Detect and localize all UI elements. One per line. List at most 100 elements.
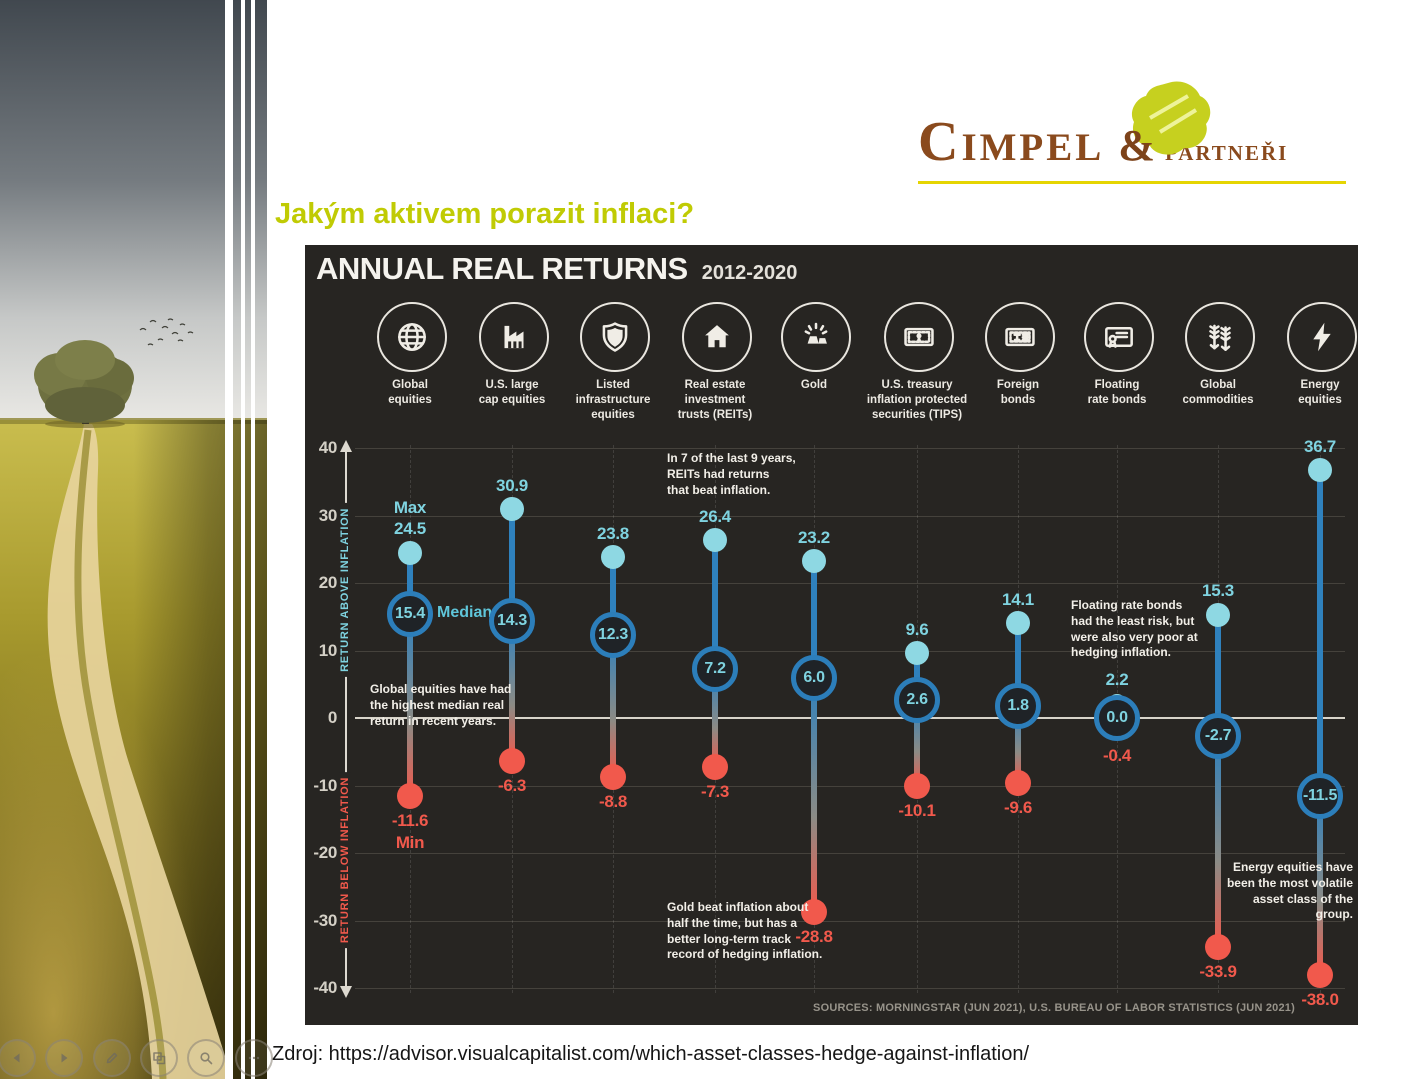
zoom-slide-button[interactable] — [187, 1039, 225, 1077]
median-circle-real-estate-investment-trusts-reits: 7.2 — [692, 646, 738, 693]
median-circle-listed-infrastructure-equities: 12.3 — [590, 611, 636, 658]
next-slide-button[interactable] — [45, 1039, 83, 1077]
min-value-global-commodities: -33.9 — [1199, 961, 1237, 981]
axis-label-below-inflation: RETURN BELOW INFLATION — [339, 772, 351, 949]
asset-label-global-equities: Global equities — [388, 379, 432, 406]
min-value-global-equities: -11.6 Min — [391, 811, 429, 852]
gridline--30 — [355, 920, 1345, 922]
shield-icon — [602, 322, 628, 352]
y-tick-label: -10 — [313, 775, 337, 795]
logo-word-cimpel: Cimpel — [918, 111, 1105, 173]
gridline-30 — [355, 515, 1345, 517]
asset-icon-circle — [479, 302, 549, 372]
median-circle-gold: 6.0 — [791, 654, 837, 701]
gridline-10 — [355, 650, 1345, 652]
more-options-button[interactable] — [235, 1039, 273, 1077]
annotation-floating-rate-bonds: Floating rate bonds had the least risk, … — [1071, 598, 1198, 660]
max-dot-listed-infrastructure-equities — [601, 545, 625, 570]
min-value-floating-rate-bonds: -0.4 — [1102, 746, 1132, 765]
min-value-listed-infrastructure-equities: -8.8 — [598, 792, 628, 812]
median-circle-energy-equities: -11.5 — [1297, 772, 1343, 819]
tree — [34, 340, 134, 428]
annotation-gold: Gold beat inflation about half the time,… — [667, 900, 823, 962]
gridline-40 — [355, 448, 1345, 449]
gridline--10 — [355, 785, 1345, 787]
min-dot-u-s-treasury-inflation-protected-securities-tips — [904, 773, 930, 800]
min-dot-foreign-bonds — [1005, 769, 1031, 796]
chart-sources: SOURCES: MORNINGSTAR (JUN 2021), U.S. BU… — [813, 1002, 1295, 1014]
asset-label-foreign-bonds: Foreign bonds — [996, 379, 1040, 406]
asset-label-energy-equities: Energy equities — [1298, 379, 1342, 406]
median-legend-label: Median — [437, 604, 493, 622]
certificate-icon — [1105, 327, 1133, 348]
see-all-slides-button[interactable] — [140, 1039, 178, 1077]
chart-title-row: ANNUAL REAL RETURNS 2012-2020 — [316, 251, 797, 287]
y-tick-label: 40 — [318, 438, 338, 457]
gridline--20 — [355, 853, 1345, 854]
asset-label-listed-infrastructure-equities: Listed infrastructure equities — [575, 379, 651, 421]
white-divider-bar — [251, 0, 255, 1079]
asset-label-floating-rate-bonds: Floating rate bonds — [1087, 379, 1147, 406]
annotation-global-equities: Global equities have had the highest med… — [370, 682, 512, 728]
asset-icon-circle — [377, 302, 447, 372]
dirt-path — [47, 424, 233, 1079]
max-dot-u-s-treasury-inflation-protected-securities-tips — [905, 641, 929, 666]
chart-title: ANNUAL REAL RETURNS — [316, 251, 688, 286]
source-url[interactable]: Zdroj: https://advisor.visualcapitalist.… — [272, 1043, 1030, 1065]
max-dot-energy-equities — [1308, 458, 1332, 483]
range-line-listed-infrastructure-equities — [610, 557, 616, 778]
max-dot-gold — [802, 549, 826, 574]
slides-icon — [153, 1052, 166, 1065]
max-value-gold: 23.2 — [798, 528, 830, 548]
logo-ampersand: & — [1118, 121, 1155, 170]
y-tick-label: -20 — [313, 843, 337, 862]
asset-icon-circle — [781, 302, 851, 372]
previous-slide-button[interactable] — [0, 1039, 36, 1077]
y-tick-label: 0 — [327, 708, 337, 727]
median-circle-global-commodities: -2.7 — [1195, 713, 1241, 760]
max-value-listed-infrastructure-equities: 23.8 — [597, 524, 629, 544]
wheat-icon — [1209, 324, 1231, 351]
birds — [139, 318, 194, 346]
gridline--40 — [355, 988, 1345, 989]
white-divider-bar — [241, 0, 245, 1079]
gridline-20 — [355, 583, 1345, 584]
asset-icon-circle — [884, 302, 954, 372]
logo-blob — [1131, 81, 1211, 155]
y-tick-label: -40 — [313, 978, 337, 997]
min-value-foreign-bonds: -9.6 — [1003, 797, 1033, 817]
range-line-gold — [811, 561, 817, 913]
asset-label-u-s-treasury-inflation-protected-securities-tips: U.S. treasury inflation protected securi… — [866, 379, 968, 421]
y-tick-label: 20 — [318, 573, 338, 592]
asset-icon-circle — [985, 302, 1055, 372]
min-dot-u-s-large-cap-equities — [499, 747, 525, 774]
annotation-energy-equities: Energy equities have been the most volat… — [1226, 860, 1353, 922]
max-dot-real-estate-investment-trusts-reits — [703, 527, 727, 552]
max-value-global-equities: Max 24.5 — [393, 498, 427, 539]
house-icon — [705, 325, 729, 348]
max-value-energy-equities: 36.7 — [1304, 437, 1336, 457]
landscape-photo — [0, 0, 267, 1079]
asset-label-u-s-large-cap-equities: U.S. large cap equities — [478, 379, 546, 406]
min-dot-real-estate-investment-trusts-reits — [702, 754, 728, 781]
company-logo: Cimpel & partneři — [918, 81, 1348, 184]
pen-icon — [106, 1052, 118, 1064]
min-dot-global-commodities — [1205, 933, 1231, 960]
asset-icon-circle — [1185, 302, 1255, 372]
range-line-global-equities — [407, 552, 413, 797]
asset-icon-circle — [580, 302, 650, 372]
arrow-left-icon — [13, 1053, 20, 1063]
min-value-energy-equities: -38.0 — [1301, 989, 1339, 1009]
min-value-u-s-large-cap-equities: -6.3 — [497, 775, 527, 795]
min-dot-listed-infrastructure-equities — [600, 764, 626, 791]
factory-icon — [504, 325, 524, 349]
banknote-foreign-icon — [1005, 327, 1035, 347]
y-tick-label: 30 — [318, 505, 338, 525]
range-line-energy-equities — [1317, 470, 1323, 975]
pen-tools-button[interactable] — [93, 1039, 131, 1077]
asset-icon-circle — [1287, 302, 1357, 372]
asset-icon-circle — [1084, 302, 1154, 372]
median-circle-u-s-treasury-inflation-protected-securities-tips: 2.6 — [894, 677, 940, 724]
asset-icon-circle — [682, 302, 752, 372]
